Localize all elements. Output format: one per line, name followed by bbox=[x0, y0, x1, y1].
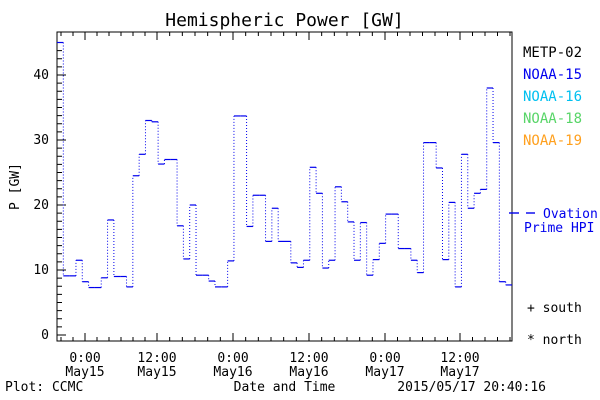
svg-text:12:00: 12:00 bbox=[137, 351, 176, 366]
plot-credit: Plot: CCMC bbox=[5, 380, 84, 395]
plot-frame bbox=[56, 31, 513, 342]
x-axis-ticks bbox=[60, 32, 511, 341]
svg-text:May16: May16 bbox=[213, 365, 252, 380]
svg-text:20: 20 bbox=[33, 198, 49, 213]
svg-text:0:00: 0:00 bbox=[369, 351, 400, 366]
ovation-legend-line2: Prime HPI bbox=[524, 221, 595, 236]
legend-item-noaa15: NOAA-15 bbox=[523, 67, 583, 83]
plot-timestamp: 2015/05/17 20:40:16 bbox=[397, 380, 546, 395]
svg-text:0:00: 0:00 bbox=[217, 351, 248, 366]
svg-text:40: 40 bbox=[33, 68, 49, 83]
svg-text:10: 10 bbox=[33, 263, 49, 278]
chart-title: Hemispheric Power [GW] bbox=[165, 10, 404, 31]
legend-item-noaa16: NOAA-16 bbox=[523, 89, 583, 105]
x-axis-label: Date and Time bbox=[233, 380, 336, 395]
y-tick-labels: 0 10 20 30 40 bbox=[33, 68, 49, 343]
y-axis-ticks bbox=[57, 42, 66, 336]
svg-text:30: 30 bbox=[33, 133, 49, 148]
south-marker-label: + south bbox=[527, 301, 582, 316]
svg-text:May17: May17 bbox=[440, 365, 479, 380]
svg-text:May15: May15 bbox=[137, 365, 176, 380]
x-tick-labels: 0:00May1512:00May150:00May1612:00May160:… bbox=[65, 351, 479, 380]
svg-text:May17: May17 bbox=[365, 365, 404, 380]
legend-item-noaa19: NOAA-19 bbox=[523, 133, 583, 149]
satellite-legend: METP-02 NOAA-15 NOAA-16 NOAA-18 NOAA-19 bbox=[523, 42, 582, 152]
legend-item-noaa18: NOAA-18 bbox=[523, 111, 583, 127]
svg-text:12:00: 12:00 bbox=[289, 351, 328, 366]
svg-text:0: 0 bbox=[41, 328, 49, 343]
svg-text:May16: May16 bbox=[289, 365, 328, 380]
legend-item-metp02: METP-02 bbox=[523, 45, 583, 61]
y-axis-label: P [GW] bbox=[8, 163, 23, 210]
hpi-step-curve bbox=[57, 41, 512, 289]
svg-text:12:00: 12:00 bbox=[440, 351, 479, 366]
north-marker-label: * north bbox=[527, 333, 582, 348]
svg-text:0:00: 0:00 bbox=[69, 351, 100, 366]
ovation-legend-line1: Ovation bbox=[543, 207, 598, 222]
svg-text:May15: May15 bbox=[65, 365, 104, 380]
